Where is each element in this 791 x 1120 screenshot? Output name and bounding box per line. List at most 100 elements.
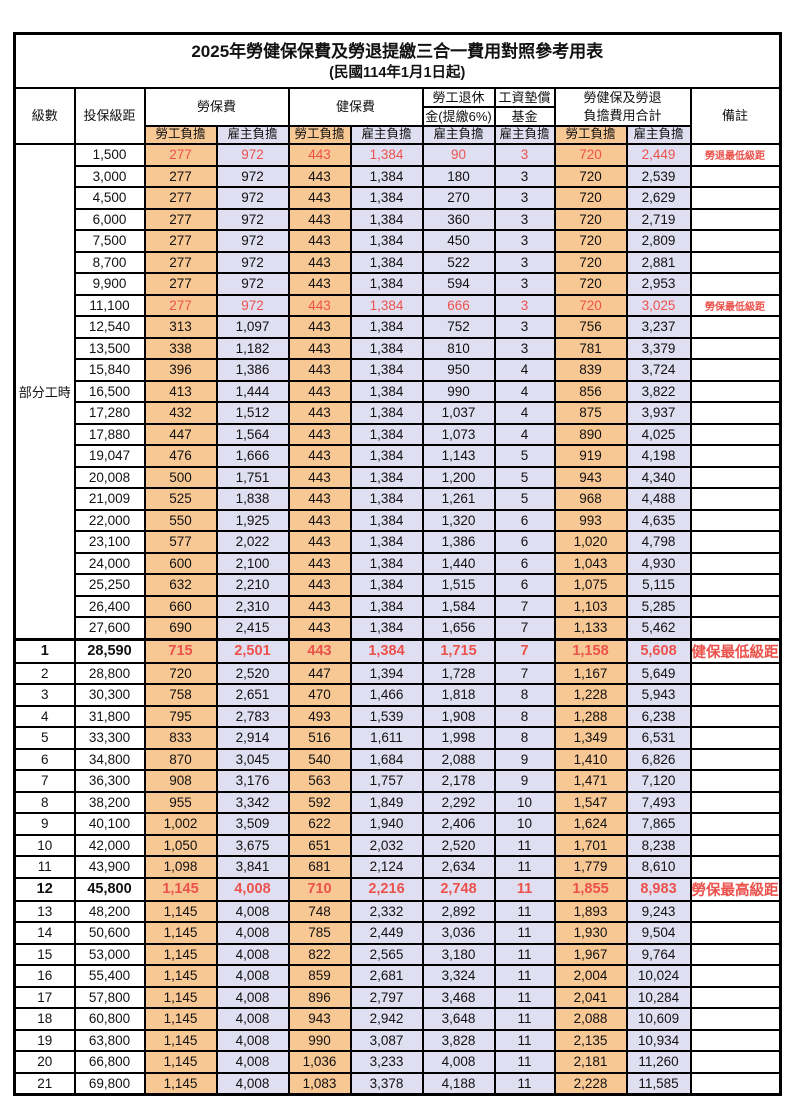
table-row: 15,840 396 1,386 443 1,384 950 4 839 3,724: [15, 358, 781, 382]
value-cell: 3,828: [421, 1028, 496, 1052]
value-cell: 3,036: [421, 921, 496, 945]
remark-cell: [689, 1028, 781, 1052]
value-cell: 1,384: [349, 186, 424, 210]
remark-cell: [689, 530, 781, 554]
value-cell: 8: [493, 704, 556, 728]
value-cell: 2,748: [421, 876, 496, 902]
bracket-cell: 27,600: [73, 616, 146, 640]
page-title: 2025年勞健保保費及勞退提繳三合一費用對照參考用表: [191, 41, 604, 61]
bracket-cell: 22,000: [73, 508, 146, 532]
value-cell: 6: [493, 508, 556, 532]
level-cell: 10: [13, 833, 76, 857]
value-cell: 1,384: [349, 336, 424, 360]
value-cell: 2,501: [215, 637, 290, 664]
value-cell: 3: [493, 143, 556, 167]
value-cell: 1,515: [421, 573, 496, 597]
value-cell: 1,838: [215, 487, 290, 511]
bracket-cell: 15,840: [73, 358, 146, 382]
table-row: 25,250 632 2,210 443 1,384 1,515 6 1,075 5,115: [15, 573, 781, 597]
value-cell: 919: [553, 444, 628, 468]
table-row: 4 31,800 795 2,783 493 1,539 1,908 8 1,288 6,238: [13, 704, 781, 728]
remark-cell: [689, 964, 781, 988]
table-row: 16,500 413 1,444 443 1,384 990 4 856 3,822: [15, 379, 781, 403]
value-cell: 3,822: [625, 379, 692, 403]
value-cell: 968: [553, 487, 628, 511]
table-row: 17,280 432 1,512 443 1,384 1,037 4 875 3,937: [15, 401, 781, 425]
bracket-cell: 17,280: [73, 401, 146, 425]
value-cell: 9: [493, 769, 556, 793]
value-cell: 10,024: [625, 964, 692, 988]
value-cell: 839: [553, 358, 628, 382]
bracket-cell: 60,800: [73, 1007, 146, 1031]
page-subtitle: (民國114年1月1日起): [329, 65, 466, 82]
value-cell: 5,649: [625, 661, 692, 685]
table-row: 2 28,800 720 2,520 447 1,394 1,728 7 1,167 5,649: [13, 661, 781, 685]
remark-cell: [689, 769, 781, 793]
value-cell: 4,008: [215, 985, 290, 1009]
value-cell: 1,855: [553, 876, 628, 902]
value-cell: 4,008: [421, 1050, 496, 1074]
subheader-health-employer: 雇主負擔: [349, 125, 424, 145]
value-cell: 443: [287, 207, 352, 231]
value-cell: 2,719: [625, 207, 692, 231]
value-cell: 6,531: [625, 726, 692, 750]
remark-cell: [689, 465, 781, 489]
value-cell: 443: [287, 551, 352, 575]
level-cell: 6: [13, 747, 76, 771]
value-cell: 2,520: [215, 661, 290, 685]
value-cell: 313: [143, 315, 218, 339]
value-cell: 11: [493, 833, 556, 857]
value-cell: 11: [493, 855, 556, 879]
value-cell: 443: [287, 229, 352, 253]
value-cell: 516: [287, 726, 352, 750]
value-cell: 592: [287, 790, 352, 814]
bracket-cell: 1,500: [73, 143, 146, 167]
value-cell: 2,629: [625, 186, 692, 210]
value-cell: 432: [143, 401, 218, 425]
subheader-wage-fund-employer: 雇主負擔: [493, 125, 556, 145]
value-cell: 2,022: [215, 530, 290, 554]
value-cell: 1,547: [553, 790, 628, 814]
remark-cell: [689, 315, 781, 339]
value-cell: 2,449: [625, 143, 692, 167]
value-cell: 1,384: [349, 573, 424, 597]
col-header-pension-line1: 勞工退休: [421, 87, 496, 108]
level-cell: 5: [13, 726, 76, 750]
value-cell: 2,914: [215, 726, 290, 750]
value-cell: 5: [493, 487, 556, 511]
value-cell: 1,384: [349, 250, 424, 274]
value-cell: 9,243: [625, 899, 692, 923]
value-cell: 277: [143, 293, 218, 317]
value-cell: 577: [143, 530, 218, 554]
value-cell: 1,930: [553, 921, 628, 945]
value-cell: 748: [287, 899, 352, 923]
value-cell: 4,008: [215, 1028, 290, 1052]
value-cell: 2,100: [215, 551, 290, 575]
level-cell: 15: [13, 942, 76, 966]
value-cell: 443: [287, 336, 352, 360]
value-cell: 1,471: [553, 769, 628, 793]
bracket-cell: 24,000: [73, 551, 146, 575]
value-cell: 10,284: [625, 985, 692, 1009]
value-cell: 3: [493, 164, 556, 188]
value-cell: 277: [143, 229, 218, 253]
value-cell: 443: [287, 250, 352, 274]
level-cell: 18: [13, 1007, 76, 1031]
bracket-cell: 28,800: [73, 661, 146, 685]
value-cell: 2,310: [215, 594, 290, 618]
value-cell: 822: [287, 942, 352, 966]
value-cell: 1,611: [349, 726, 424, 750]
value-cell: 5: [493, 444, 556, 468]
bracket-cell: 25,250: [73, 573, 146, 597]
value-cell: 1,656: [421, 616, 496, 640]
remark-cell: 勞保最低級距: [689, 293, 781, 317]
table-row: 7 36,300 908 3,176 563 1,757 2,178 9 1,471 7,120: [13, 769, 781, 793]
value-cell: 443: [287, 444, 352, 468]
value-cell: 972: [215, 250, 290, 274]
value-cell: 752: [421, 315, 496, 339]
col-header-health-insurance: 健保費: [287, 87, 424, 127]
value-cell: 6,826: [625, 747, 692, 771]
value-cell: 1,083: [287, 1071, 352, 1096]
value-cell: 10,609: [625, 1007, 692, 1031]
table-row: 13 48,200 1,145 4,008 748 2,332 2,892 11 1,893 9,…: [13, 899, 781, 923]
